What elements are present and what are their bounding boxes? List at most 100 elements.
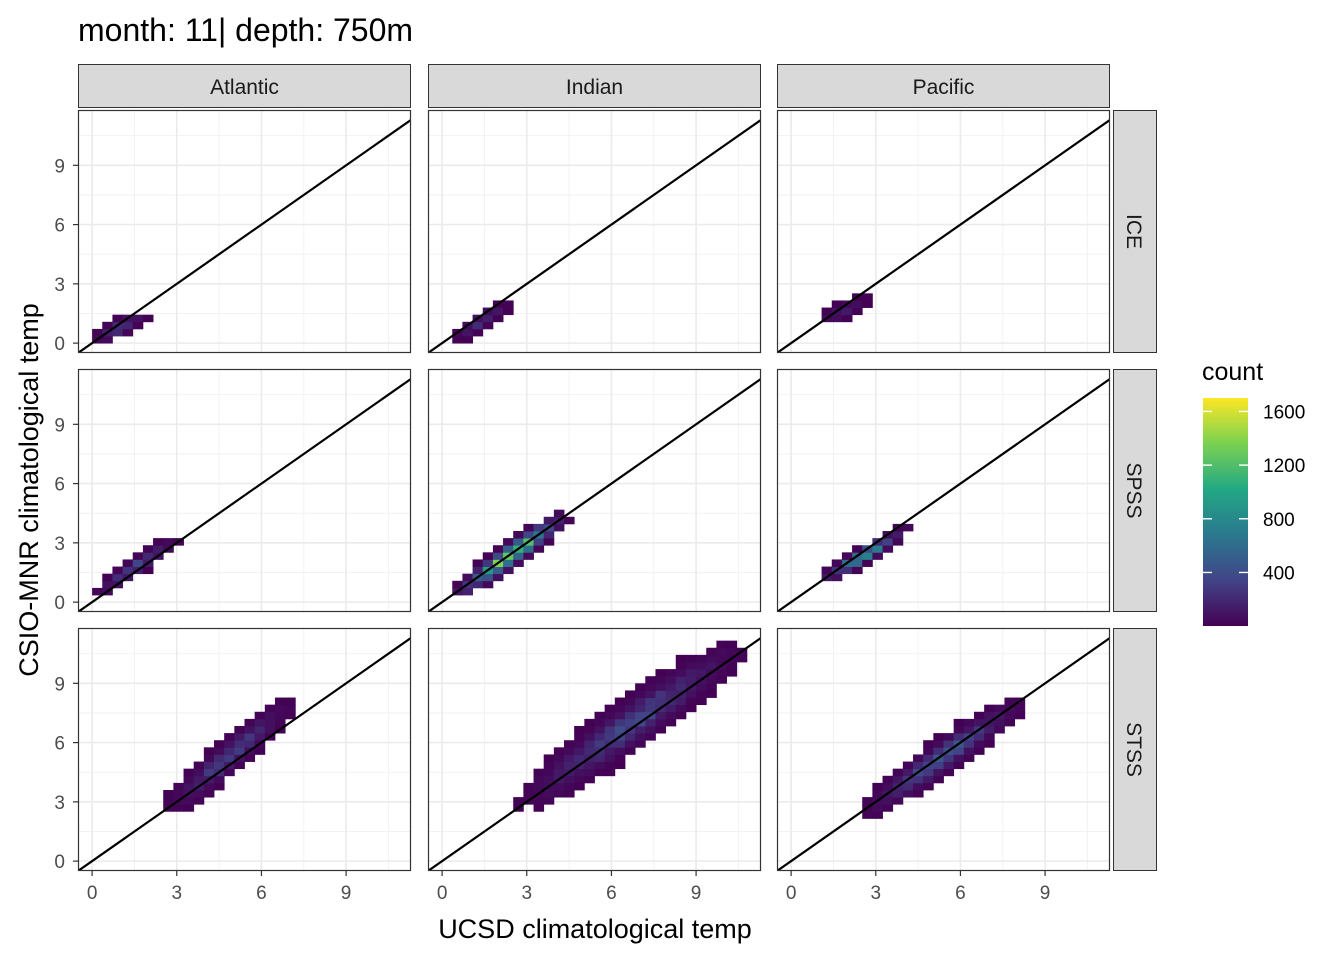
heatmap-bin: [574, 725, 585, 734]
heatmap-bin: [234, 761, 245, 770]
x-tick-label: 3: [521, 883, 532, 904]
heatmap-bin: [696, 661, 707, 670]
heatmap-bin: [102, 580, 113, 589]
heatmap-bin: [685, 690, 697, 698]
heatmap-bin: [234, 725, 245, 734]
heatmap-bin: [675, 661, 687, 670]
panel-border: [77, 368, 412, 613]
heatmap-bin: [933, 775, 944, 784]
heatmap-bin: [624, 711, 636, 720]
heatmap-bin: [523, 531, 534, 539]
heatmap-bin: [574, 782, 585, 791]
heatmap-bin: [274, 718, 286, 727]
heatmap-bin: [492, 545, 504, 553]
heatmap-bin: [553, 509, 565, 518]
heatmap-bin: [132, 321, 144, 330]
heatmap-bin: [892, 531, 904, 539]
heatmap-bin: [132, 559, 144, 567]
heatmap-bin: [831, 314, 843, 323]
heatmap-bin: [234, 740, 245, 748]
heatmap-bin: [254, 725, 266, 734]
identity-line: [78, 377, 411, 612]
heatmap-bin: [224, 747, 235, 755]
heatmap-bin: [274, 704, 286, 713]
panel-border: [776, 109, 1111, 354]
heatmap-bin: [102, 573, 113, 582]
heatmap-bin: [973, 747, 985, 755]
heatmap-bin: [675, 654, 687, 663]
heatmap-bin: [584, 733, 595, 741]
heatmap-bin: [685, 654, 697, 663]
heatmap-bin: [645, 718, 656, 727]
heatmap-bin: [902, 768, 914, 777]
y-tick-label: 0: [54, 852, 65, 873]
heatmap-bin: [533, 523, 545, 532]
heatmap-bin: [604, 733, 616, 741]
heatmap-bin: [183, 768, 195, 777]
heatmap-bin: [274, 697, 286, 706]
heatmap-bin: [142, 545, 154, 553]
heatmap-bin: [882, 797, 894, 805]
heatmap-bin: [852, 545, 863, 553]
heatmap-bin: [923, 782, 934, 791]
heatmap-bin: [584, 768, 595, 777]
color-legend: count 1600 1200 800 400: [1202, 358, 1305, 626]
heatmap-bin: [614, 725, 626, 734]
heatmap-bin: [264, 725, 276, 734]
heatmap-bin: [973, 718, 985, 727]
panel-border: [427, 627, 762, 872]
heatmap-bin: [503, 300, 514, 308]
heatmap-bin: [523, 790, 534, 798]
heatmap-bin: [726, 640, 738, 649]
heatmap-bin: [214, 754, 225, 762]
heatmap-bin: [655, 718, 667, 727]
heatmap-bin: [1004, 718, 1016, 727]
heatmap-bin: [696, 654, 707, 663]
heatmap-bin: [665, 669, 677, 677]
heatmap-bin: [645, 697, 656, 706]
heatmap-bin: [193, 797, 205, 805]
heatmap-bin: [203, 761, 215, 770]
y-tick-label: 9: [54, 674, 65, 695]
heatmap-bin: [706, 683, 717, 691]
heatmap-bin: [513, 538, 524, 546]
heatmap-bin: [533, 538, 545, 546]
heatmap-bin: [984, 740, 995, 748]
heatmap-bin: [285, 697, 296, 706]
heatmap-bin: [492, 307, 504, 316]
heatmap-bin: [543, 516, 555, 525]
heatmap-bin: [492, 314, 504, 323]
identity-line: [777, 377, 1110, 612]
heatmap-bin: [564, 747, 575, 755]
heatmap-bin: [584, 725, 595, 734]
heatmap-bin: [472, 328, 484, 337]
heatmap-bin: [574, 733, 585, 741]
heatmap-bin: [923, 775, 934, 784]
panel-pacific-stss: 0 3 6 9: [776, 627, 1111, 904]
x-tick-label: 6: [606, 883, 617, 904]
heatmap-bin: [726, 647, 738, 656]
heatmap-bin: [635, 683, 646, 691]
heatmap-bin: [862, 293, 873, 301]
heatmap-bin: [685, 697, 697, 706]
x-tick-label: 0: [786, 883, 797, 904]
heatmap-bin: [574, 775, 585, 784]
heatmap-bin: [726, 661, 738, 670]
heatmap-bin: [882, 804, 894, 812]
heatmap-bin: [604, 747, 616, 755]
heatmap-bin: [665, 718, 677, 727]
heatmap-bin: [285, 704, 296, 713]
identity-line: [777, 118, 1110, 353]
identity-line: [777, 636, 1110, 871]
heatmap-bin: [862, 811, 873, 819]
heatmap-bin: [244, 718, 256, 727]
heatmap-bin: [831, 573, 843, 582]
heatmap-bin: [244, 733, 256, 741]
heatmap-bin: [645, 690, 656, 698]
heatmap-bin: [553, 790, 565, 798]
heatmap-bin: [153, 545, 164, 553]
heatmap-bin: [882, 545, 894, 553]
heatmap-bin: [224, 754, 235, 762]
panel-pacific-ice: [776, 109, 1111, 354]
heatmap-bin: [645, 676, 656, 684]
